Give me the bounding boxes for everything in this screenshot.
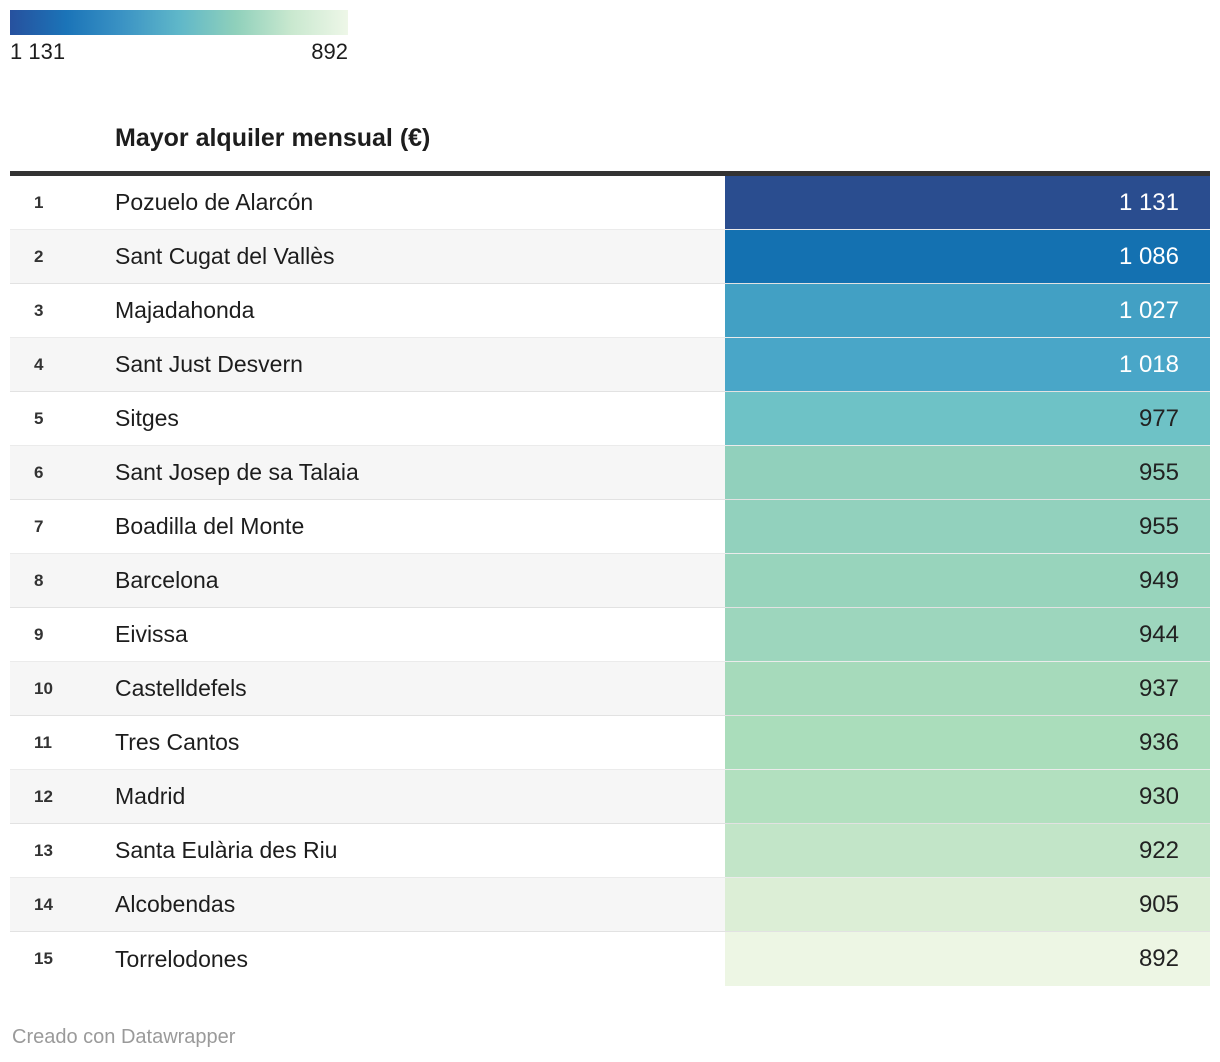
rank-cell: 8 bbox=[34, 570, 44, 590]
datawrapper-credit: Creado con Datawrapper bbox=[12, 1026, 236, 1048]
rank-cell: 4 bbox=[34, 354, 44, 374]
municipality-cell: Alcobendas bbox=[115, 891, 236, 917]
municipality-cell: Barcelona bbox=[115, 567, 219, 593]
rank-cell: 9 bbox=[34, 624, 44, 644]
municipality-cell: Sant Cugat del Vallès bbox=[115, 243, 335, 269]
value-cell: 1 018 bbox=[725, 338, 1210, 391]
table-row: 4 Sant Just Desvern 1 018 bbox=[10, 338, 1210, 392]
table-row: 14 Alcobendas 905 bbox=[10, 878, 1210, 932]
municipality-cell: Boadilla del Monte bbox=[115, 513, 305, 539]
table-row: 5 Sitges 977 bbox=[10, 392, 1210, 446]
municipality-cell: Tres Cantos bbox=[115, 729, 240, 755]
municipality-cell: Santa Eulària des Riu bbox=[115, 837, 338, 863]
table-row: 9 Eivissa 944 bbox=[10, 608, 1210, 662]
legend-labels: 1 131 892 bbox=[10, 39, 348, 64]
table-row: 15 Torrelodones 892 bbox=[10, 932, 1210, 986]
value-cell: 949 bbox=[725, 554, 1210, 607]
rank-cell: 12 bbox=[34, 786, 53, 806]
municipality-cell: Castelldefels bbox=[115, 675, 247, 701]
rank-cell: 15 bbox=[34, 949, 53, 968]
municipality-cell: Madrid bbox=[115, 783, 186, 809]
rank-cell: 5 bbox=[34, 408, 44, 428]
municipality-cell: Eivissa bbox=[115, 621, 188, 647]
chart-title: Mayor alquiler mensual (€) bbox=[115, 124, 431, 152]
municipality-cell: Pozuelo de Alarcón bbox=[115, 189, 314, 215]
value-cell: 930 bbox=[725, 770, 1210, 823]
ranking-table: 1 Pozuelo de Alarcón 1 131 2 Sant Cugat … bbox=[10, 171, 1210, 986]
rank-cell: 14 bbox=[34, 894, 53, 914]
municipality-cell: Sant Josep de sa Talaia bbox=[115, 459, 359, 485]
value-cell: 955 bbox=[725, 500, 1210, 553]
value-cell: 936 bbox=[725, 716, 1210, 769]
value-cell: 955 bbox=[725, 446, 1210, 499]
table-row: 6 Sant Josep de sa Talaia 955 bbox=[10, 446, 1210, 500]
table-row: 7 Boadilla del Monte 955 bbox=[10, 500, 1210, 554]
rank-cell: 10 bbox=[34, 678, 53, 698]
table-row: 2 Sant Cugat del Vallès 1 086 bbox=[10, 230, 1210, 284]
municipality-cell: Torrelodones bbox=[115, 945, 248, 972]
table-row: 13 Santa Eulària des Riu 922 bbox=[10, 824, 1210, 878]
rank-cell: 13 bbox=[34, 840, 53, 860]
table-row: 12 Madrid 930 bbox=[10, 770, 1210, 824]
rank-cell: 3 bbox=[34, 300, 44, 320]
table-row: 10 Castelldefels 937 bbox=[10, 662, 1210, 716]
value-cell: 1 027 bbox=[725, 284, 1210, 337]
value-cell: 944 bbox=[725, 608, 1210, 661]
value-cell: 1 131 bbox=[725, 176, 1210, 229]
value-cell: 922 bbox=[725, 824, 1210, 877]
table-row: 11 Tres Cantos 936 bbox=[10, 716, 1210, 770]
value-cell: 892 bbox=[725, 932, 1210, 986]
rank-cell: 11 bbox=[34, 732, 52, 752]
rank-cell: 2 bbox=[34, 246, 44, 266]
value-cell: 905 bbox=[725, 878, 1210, 931]
value-cell: 937 bbox=[725, 662, 1210, 715]
table-row: 8 Barcelona 949 bbox=[10, 554, 1210, 608]
value-cell: 977 bbox=[725, 392, 1210, 445]
municipality-cell: Majadahonda bbox=[115, 297, 255, 323]
rank-cell: 1 bbox=[34, 192, 44, 212]
rank-cell: 6 bbox=[34, 462, 44, 482]
legend-min-label: 892 bbox=[311, 39, 348, 64]
municipality-cell: Sitges bbox=[115, 405, 179, 431]
value-cell: 1 086 bbox=[725, 230, 1210, 283]
rank-cell: 7 bbox=[34, 516, 44, 536]
table-row: 1 Pozuelo de Alarcón 1 131 bbox=[10, 176, 1210, 230]
municipality-cell: Sant Just Desvern bbox=[115, 351, 303, 377]
color-gradient-bar bbox=[10, 10, 348, 35]
legend-max-label: 1 131 bbox=[10, 39, 66, 64]
table-row: 3 Majadahonda 1 027 bbox=[10, 284, 1210, 338]
color-scale-legend: 1 131 892 bbox=[10, 10, 348, 64]
